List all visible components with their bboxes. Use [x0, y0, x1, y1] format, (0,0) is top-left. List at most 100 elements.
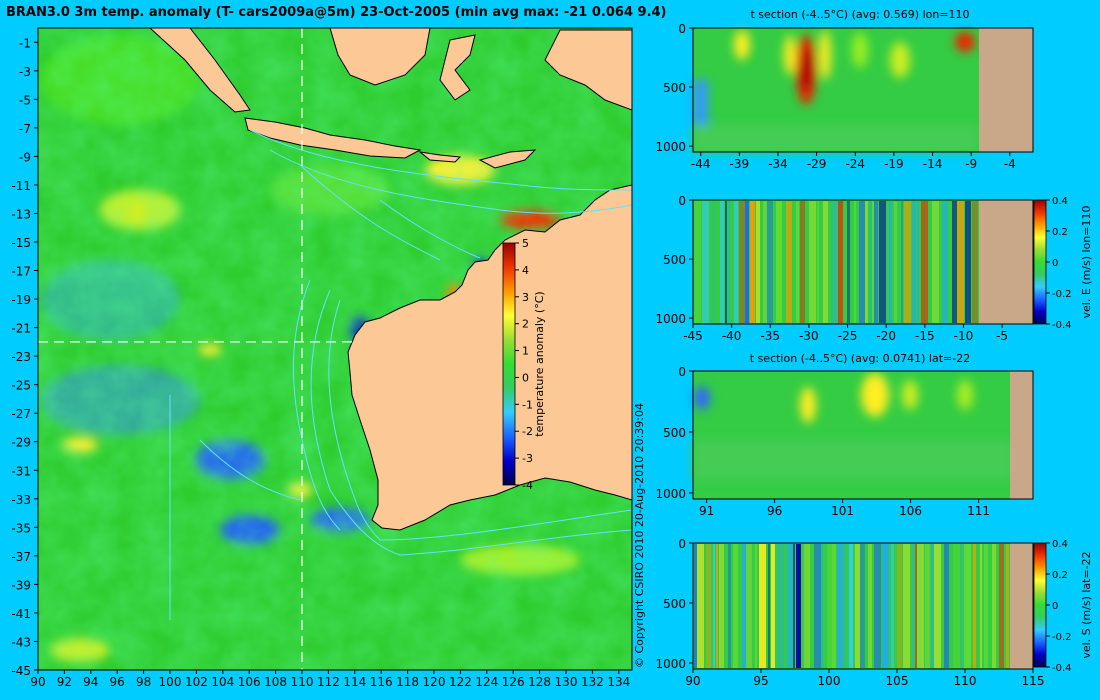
panel4-stripe — [882, 544, 889, 668]
map-y-tick-label: -35 — [11, 521, 31, 535]
panel4-stripe — [999, 544, 1004, 668]
panel4-stripe — [960, 544, 964, 668]
panel1-x-tick-label: -14 — [923, 157, 943, 171]
panel3-x-ticks: 91 96 101 106 111 — [699, 499, 990, 518]
panel2-x-tick-label: -40 — [722, 329, 742, 343]
map-x-tick-label: 126 — [502, 675, 525, 689]
panel4-stripe — [855, 544, 860, 668]
map-y-tick-label: -33 — [11, 493, 31, 507]
panel4-stripe — [944, 544, 949, 668]
panel4-stripe — [891, 544, 894, 668]
panel4-stripe — [897, 544, 902, 668]
panel4-frame — [692, 542, 1034, 670]
panel4-stripe — [821, 544, 823, 668]
panel2-x-tick-label: -45 — [683, 329, 703, 343]
map-y-tick-label: -9 — [19, 150, 31, 164]
panel4-stripe — [793, 544, 795, 668]
panel4-stripe — [860, 544, 865, 668]
panel2-stripe — [734, 201, 738, 323]
map-y-tick-label: -29 — [11, 436, 31, 450]
panel4-stripe — [759, 544, 766, 668]
panel-t-section-lat-22: t section (-4..5°C) (avg: 0.0741) lat=-2… — [655, 352, 1034, 518]
java-land — [244, 117, 422, 159]
panel1-y-ticks: 0 500 1000 — [655, 22, 693, 154]
panel2-stripe — [756, 201, 760, 323]
panel4-stripe — [777, 544, 784, 668]
panel4-colorbar-gradient — [1033, 542, 1047, 668]
panel2-stripe — [739, 201, 745, 323]
panel4-stripe — [964, 544, 971, 668]
panel4-y-tick-label: 500 — [663, 597, 686, 611]
map-y-tick-label: -17 — [11, 265, 31, 279]
map-x-ticks: 90 92 94 96 98 100 102 104 106 108 110 112 114 116 118… — [30, 670, 630, 689]
panel4-stripe — [912, 544, 915, 668]
panel3-land — [1010, 371, 1033, 499]
panel1-features — [693, 30, 978, 152]
panel2-stripe — [869, 201, 872, 323]
panel2-stripe — [865, 201, 868, 323]
panel3-y-tick-label: 500 — [663, 426, 686, 440]
australia-land — [347, 184, 632, 531]
panel3-y-ticks: 0 500 1000 — [655, 365, 693, 501]
panel2-frame — [692, 199, 1034, 325]
map-x-tick-label: 110 — [291, 675, 314, 689]
panel4-stripe — [742, 544, 746, 668]
panel2-stripe — [745, 201, 749, 323]
panel4-stripe — [771, 544, 775, 668]
panel2-stripe — [817, 201, 819, 323]
map-colorbar-tick-label: 3 — [522, 291, 529, 304]
map-y-tick-label: -43 — [11, 635, 31, 649]
map-colorbar-tick-label: -2 — [522, 425, 533, 438]
panel3-y-tick-label: 1000 — [655, 487, 686, 501]
map-x-tick-label: 90 — [30, 675, 45, 689]
map-y-tick-label: -5 — [19, 93, 31, 107]
panel3-x-tick-label: 106 — [899, 504, 922, 518]
map-x-tick-label: 94 — [83, 675, 98, 689]
panel2-stripe — [831, 201, 838, 323]
panel4-stripe — [934, 544, 941, 668]
panel2-stripe — [786, 201, 792, 323]
panel4-stripe — [917, 544, 924, 668]
panel2-stripe — [728, 201, 730, 323]
panel4-stripe — [837, 544, 844, 668]
panel2-y-tick-label: 500 — [663, 253, 686, 267]
map-x-tick-label: 132 — [581, 675, 604, 689]
map-x-tick-label: 98 — [136, 675, 151, 689]
panel4-x-ticks: 90 95 100 105 110 115 — [685, 669, 1044, 688]
panel1-x-tick-label: -24 — [845, 157, 865, 171]
panel4-field — [693, 543, 1033, 669]
map-y-tick-label: -31 — [11, 464, 31, 478]
panel4-stripe — [716, 544, 718, 668]
panel3-frame — [692, 370, 1034, 500]
map-y-tick-label: -11 — [11, 179, 31, 193]
panel2-x-tick-label: -5 — [996, 329, 1008, 343]
map-x-tick-label: 134 — [607, 675, 630, 689]
panel4-stripe — [697, 544, 704, 668]
map-y-tick-label: -7 — [19, 122, 31, 136]
panel4-x-tick-label: 95 — [753, 674, 768, 688]
panel4-stripe — [728, 544, 731, 668]
panel1-x-tick-label: -19 — [884, 157, 904, 171]
panel4-stripe — [980, 544, 982, 668]
panel4-x-tick-label: 90 — [685, 674, 700, 688]
panel2-stripe — [952, 201, 957, 323]
panel2-stripe — [921, 201, 928, 323]
panel2-x-tick-label: -20 — [876, 329, 896, 343]
panel4-stripe — [768, 544, 770, 668]
panel4-stripe — [992, 544, 996, 668]
panel2-colorbar-label: vel. E (m/s) lon=110 — [1080, 206, 1093, 319]
panel1-x-tick-label: -39 — [730, 157, 750, 171]
panel2-stripe — [725, 201, 727, 323]
map-x-tick-label: 100 — [159, 675, 182, 689]
map-y-tick-label: -23 — [11, 350, 31, 364]
panel2-x-tick-label: -35 — [760, 329, 780, 343]
panel1-x-tick-label: -9 — [965, 157, 977, 171]
panel2-colorbar-tick-label: -0.4 — [1052, 320, 1072, 331]
panel2-stripe — [965, 201, 971, 323]
panel2-stripe — [854, 201, 856, 323]
panel2-stripe — [838, 201, 843, 323]
panel4-stripe — [719, 544, 724, 668]
panel2-stripe — [912, 201, 916, 323]
